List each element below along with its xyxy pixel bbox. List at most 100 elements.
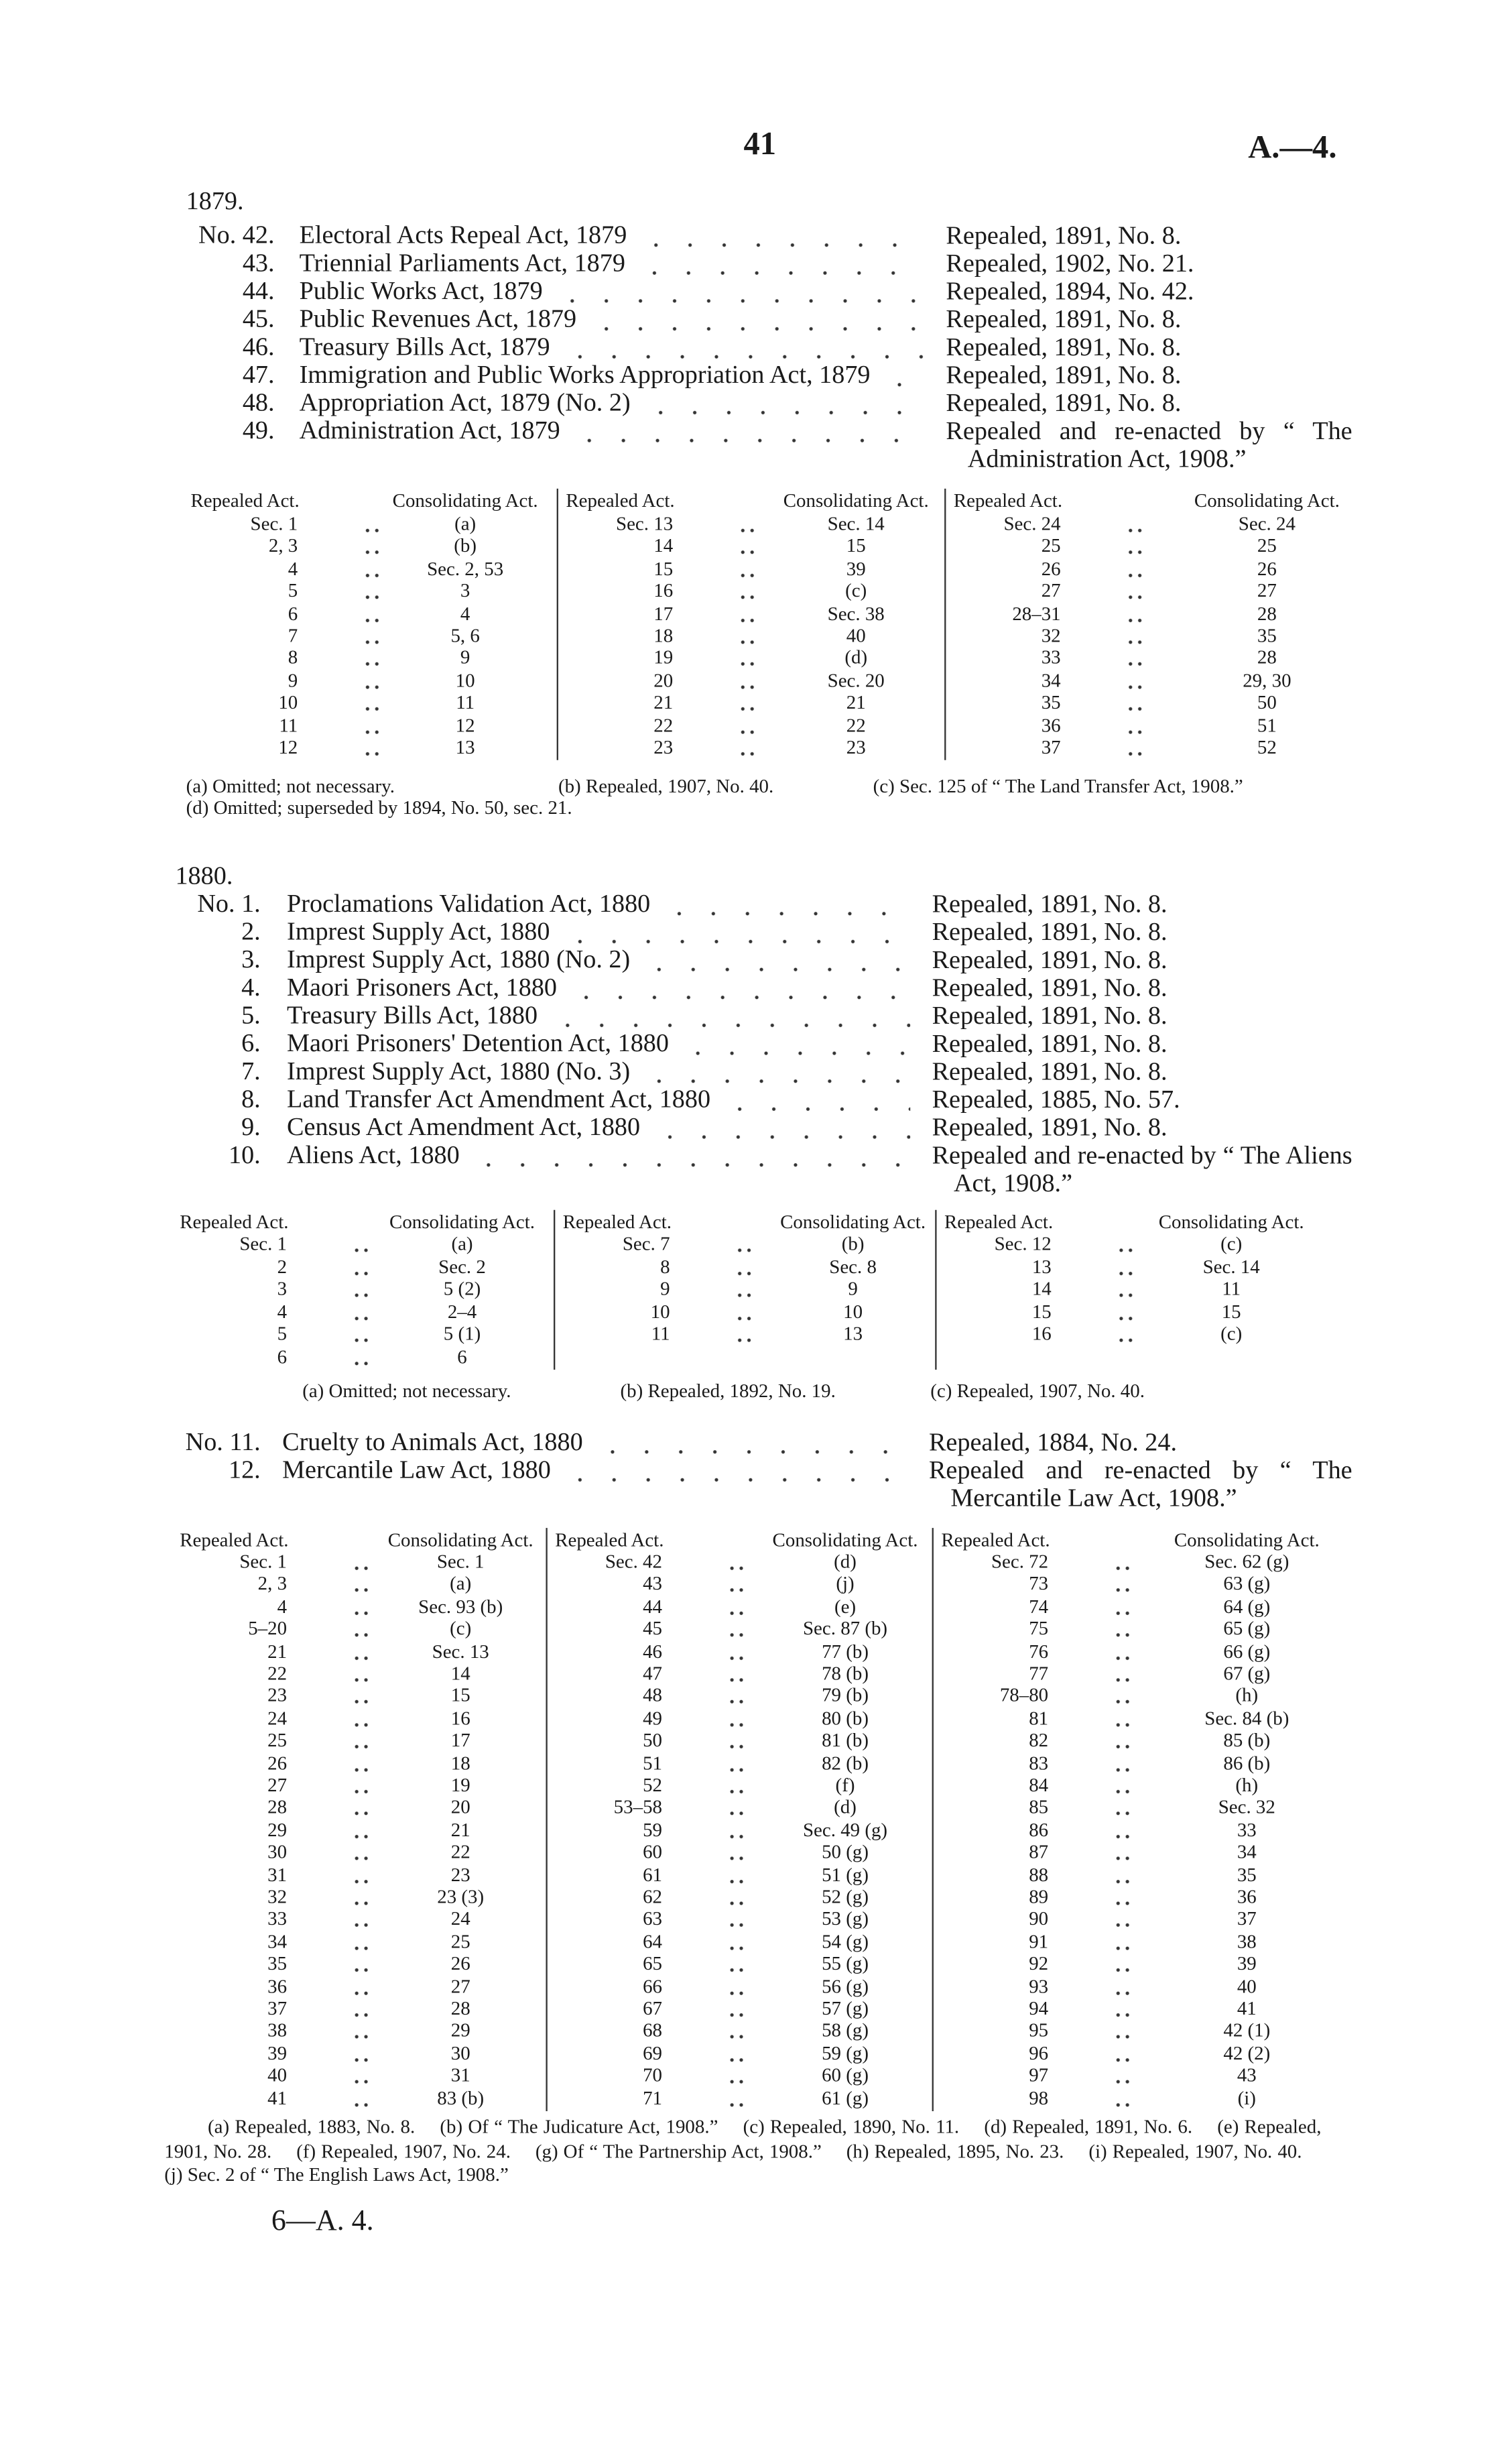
dot-leader — [727, 1967, 746, 1974]
repealed-section: 4 — [277, 1595, 288, 1618]
consolidating-section: (i) — [1237, 2086, 1256, 2109]
dot-leader — [363, 750, 382, 758]
act-status: Repealed, 1894, No. 42. — [946, 276, 1194, 306]
dot-leader — [1125, 572, 1145, 579]
consolidating-section: 4 — [460, 602, 470, 624]
dot-leader — [1116, 1269, 1135, 1276]
consolidating-section: 42 (2) — [1223, 2042, 1271, 2064]
consolidating-section: 85 (b) — [1223, 1729, 1271, 1752]
dot-leader — [472, 1162, 911, 1169]
act-title: Land Transfer Act Amendment Act, 1880 — [287, 1083, 711, 1114]
consolidating-section: Sec. 32 — [1218, 1796, 1275, 1819]
dot-leader — [363, 728, 382, 735]
repealed-section: 16 — [653, 580, 674, 602]
repealed-section: 40 — [267, 2064, 288, 2086]
consolidating-section: 28 — [1257, 647, 1277, 669]
dot-leader — [1113, 1654, 1133, 1661]
consolidating-section: 64 (g) — [1223, 1595, 1271, 1618]
dot-leader — [363, 527, 382, 534]
repealed-section: 71 — [643, 2086, 662, 2109]
footnote: (h) Repealed, 1895, No. 23. — [846, 2140, 1064, 2162]
consolidating-section: Sec. 93 (b) — [418, 1595, 503, 1618]
dot-leader — [1113, 1967, 1133, 1974]
column-divider — [935, 1209, 937, 1369]
consolidating-section: 29 — [450, 2019, 470, 2042]
consolidating-section: 25 — [1257, 535, 1277, 557]
repealed-section: 33 — [1041, 647, 1061, 669]
consolidating-section: 51 — [1257, 714, 1277, 736]
consolidating-section: Sec. 49 (g) — [802, 1819, 888, 1841]
repealed-section: 14 — [1031, 1277, 1052, 1300]
page-number: 41 — [743, 125, 777, 162]
act-title: Cruelty to Animals Act, 1880 — [282, 1427, 583, 1457]
consolidating-section: 25 — [450, 1930, 470, 1953]
dot-leader — [363, 639, 382, 646]
dot-leader — [727, 2034, 746, 2041]
repealed-section: 78–80 — [999, 1685, 1049, 1707]
repealed-section: 25 — [1041, 535, 1061, 557]
act-status: Repealed, 1891, No. 8. — [932, 945, 1168, 975]
consolidating-section: 39 — [1237, 1952, 1257, 1975]
dot-leader — [1113, 2011, 1133, 2019]
consolidating-section: 55 (g) — [822, 1952, 869, 1975]
dot-leader — [727, 2101, 746, 2108]
dot-leader — [352, 1269, 371, 1276]
repealed-section: 16 — [1031, 1323, 1052, 1345]
repealed-section: 53–58 — [613, 1796, 662, 1819]
consolidating-section: 52 (g) — [822, 1886, 869, 1908]
footnote: (c) Repealed, 1890, No. 11. — [743, 2116, 960, 2138]
act-number: 45. — [242, 303, 275, 333]
repealed-section: 61 — [643, 1863, 662, 1886]
repealed-section: 65 — [643, 1952, 662, 1975]
consolidating-section: 6 — [457, 1345, 467, 1368]
consolidating-section: 58 (g) — [822, 2019, 869, 2042]
act-title: Maori Prisoners Act, 1880 — [287, 972, 558, 1002]
repealed-section: 86 — [1029, 1819, 1049, 1841]
act-title: Census Act Amendment Act, 1880 — [287, 1112, 641, 1142]
repealed-section: 76 — [1029, 1640, 1049, 1662]
dot-leader — [352, 1900, 371, 1907]
repealed-section: 34 — [267, 1930, 288, 1953]
dot-leader — [727, 1654, 746, 1661]
column-header: Repealed Act. — [944, 1211, 1054, 1233]
consolidating-section: 57 (g) — [822, 1997, 869, 2019]
act-title: Triennial Parliaments Act, 1879 — [299, 247, 625, 278]
consolidating-section: (d) — [844, 647, 868, 669]
repealed-section: 6 — [277, 1345, 288, 1368]
dot-leader — [363, 549, 382, 556]
dot-leader — [352, 1855, 371, 1862]
repealed-section: 21 — [653, 691, 674, 714]
consolidating-section: 35 — [1257, 624, 1277, 647]
repealed-section: 5 — [277, 1323, 288, 1345]
repealed-section: 34 — [1041, 669, 1061, 691]
repealed-section: 51 — [643, 1752, 662, 1774]
dot-leader — [562, 938, 911, 945]
dot-leader — [1113, 1610, 1133, 1616]
consolidating-section: 60 (g) — [822, 2064, 869, 2086]
dot-leader — [1113, 1900, 1133, 1907]
dot-leader — [727, 1610, 746, 1616]
repealed-section: 17 — [653, 602, 674, 624]
repealed-section: 62 — [643, 1886, 662, 1908]
consolidating-section: (a) — [454, 513, 477, 535]
dot-leader — [1113, 1744, 1133, 1750]
consolidating-section: 77 (b) — [822, 1640, 869, 1662]
column-header: Repealed Act. — [180, 1529, 289, 1551]
consolidating-section: 23 — [450, 1863, 470, 1886]
consolidating-section: Sec. 87 (b) — [802, 1618, 888, 1640]
repealed-section: 7 — [288, 624, 298, 647]
consolidating-section: (b) — [841, 1232, 865, 1255]
dot-leader — [352, 1922, 371, 1929]
repealed-section: 15 — [1031, 1300, 1052, 1322]
dot-leader — [352, 1967, 371, 1974]
repealed-section: 66 — [643, 1975, 662, 1997]
dot-leader — [727, 1922, 746, 1929]
dot-leader — [738, 683, 757, 691]
repealed-section: 26 — [1041, 557, 1061, 580]
consolidating-section: 78 (b) — [822, 1662, 869, 1685]
consolidating-section: (c) — [450, 1618, 472, 1640]
consolidating-section: 3 — [460, 580, 470, 602]
dot-leader — [727, 1811, 746, 1817]
dot-leader — [738, 750, 757, 758]
